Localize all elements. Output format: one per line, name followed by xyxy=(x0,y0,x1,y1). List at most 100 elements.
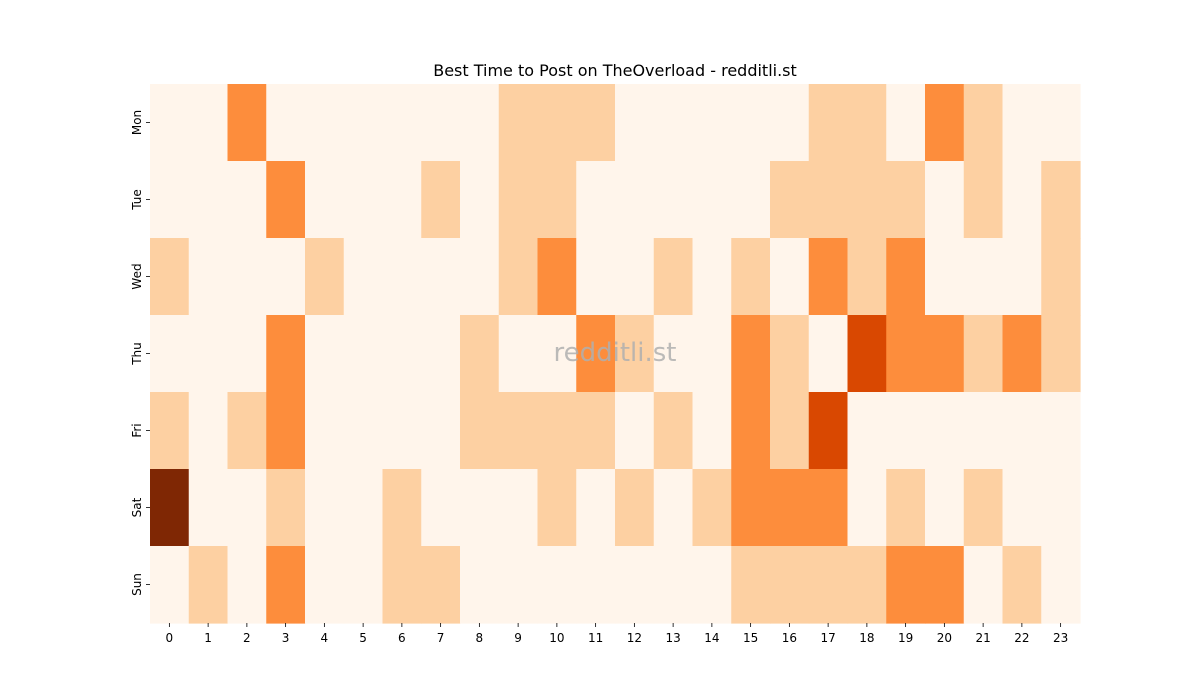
x-tick-label: 23 xyxy=(1053,631,1068,645)
heatmap-cell-wed-21 xyxy=(963,238,1004,316)
heatmap-cell-thu-3 xyxy=(266,315,306,393)
heatmap-cell-fri-19 xyxy=(886,392,926,470)
heatmap-cell-tue-7 xyxy=(421,161,461,239)
heatmap-cell-thu-21 xyxy=(963,315,1004,393)
x-tick-label: 1 xyxy=(204,631,212,645)
heatmap-cell-thu-1 xyxy=(188,315,229,393)
heatmap-cell-thu-6 xyxy=(382,315,422,393)
heatmap-cell-thu-9 xyxy=(498,315,539,393)
heatmap-cell-sat-11 xyxy=(576,469,616,547)
heatmap-cell-sat-18 xyxy=(847,469,887,547)
heatmap-cell-sun-16 xyxy=(770,546,810,624)
x-tick-label: 17 xyxy=(820,631,835,645)
heatmap-cell-wed-7 xyxy=(421,238,461,316)
heatmap-cell-wed-8 xyxy=(460,238,500,316)
heatmap-cell-fri-3 xyxy=(266,392,306,470)
heatmap-cell-fri-12 xyxy=(615,392,655,470)
heatmap-cell-mon-13 xyxy=(653,84,694,162)
heatmap-cell-sat-13 xyxy=(653,469,694,547)
heatmap-cell-sun-19 xyxy=(886,546,926,624)
y-axis-ticks: Mon Tue Wed Thu Fri Sat Sun xyxy=(130,110,150,596)
heatmap-cell-fri-8 xyxy=(460,392,500,470)
x-tick-label: 2 xyxy=(243,631,251,645)
heatmap-cell-sun-11 xyxy=(576,546,616,624)
heatmap-cell-sun-9 xyxy=(498,546,539,624)
heatmap-cell-sun-23 xyxy=(1041,546,1081,624)
heatmap-cell-tue-1 xyxy=(188,161,229,239)
x-tick-label: 3 xyxy=(282,631,290,645)
heatmap-cell-tue-10 xyxy=(537,161,577,239)
heatmap-cell-wed-15 xyxy=(731,238,771,316)
heatmap-cell-sat-2 xyxy=(227,469,267,547)
heatmap-cell-wed-10 xyxy=(537,238,577,316)
heatmap-cell-wed-0 xyxy=(150,238,190,316)
heatmap-cell-wed-19 xyxy=(886,238,926,316)
heatmap-cell-mon-18 xyxy=(847,84,887,162)
heatmap-cell-sun-6 xyxy=(382,546,422,624)
x-tick-label: 6 xyxy=(398,631,406,645)
heatmap-cell-thu-10 xyxy=(537,315,577,393)
heatmap-cell-mon-21 xyxy=(963,84,1004,162)
heatmap-cell-thu-17 xyxy=(808,315,849,393)
heatmap-cell-mon-5 xyxy=(343,84,384,162)
heatmap-cell-wed-4 xyxy=(305,238,345,316)
heatmap-cell-tue-13 xyxy=(653,161,694,239)
heatmap-cell-sun-3 xyxy=(266,546,306,624)
heatmap-cell-thu-0 xyxy=(150,315,190,393)
heatmap-cell-sat-16 xyxy=(770,469,810,547)
heatmap-cell-tue-16 xyxy=(770,161,810,239)
heatmap-cell-sun-15 xyxy=(731,546,771,624)
heatmap-cell-tue-9 xyxy=(498,161,539,239)
heatmap-cell-tue-6 xyxy=(382,161,422,239)
heatmap-cell-tue-8 xyxy=(460,161,500,239)
heatmap-cell-mon-22 xyxy=(1002,84,1042,162)
heatmap-cell-mon-4 xyxy=(305,84,345,162)
heatmap-cell-tue-0 xyxy=(150,161,190,239)
heatmap-cell-tue-2 xyxy=(227,161,267,239)
heatmap-cell-mon-6 xyxy=(382,84,422,162)
heatmap-cell-wed-12 xyxy=(615,238,655,316)
heatmap-cell-sat-15 xyxy=(731,469,771,547)
heatmap-cell-fri-18 xyxy=(847,392,887,470)
x-tick-label: 18 xyxy=(859,631,874,645)
heatmap-cell-thu-15 xyxy=(731,315,771,393)
heatmap-cell-sun-4 xyxy=(305,546,345,624)
heatmap-cell-wed-9 xyxy=(498,238,539,316)
heatmap-cell-tue-22 xyxy=(1002,161,1042,239)
heatmap-cell-thu-18 xyxy=(847,315,887,393)
heatmap-cell-mon-17 xyxy=(808,84,849,162)
heatmap-cell-mon-1 xyxy=(188,84,229,162)
heatmap-cell-thu-2 xyxy=(227,315,267,393)
heatmap-cell-sun-14 xyxy=(692,546,732,624)
heatmap-cell-sun-2 xyxy=(227,546,267,624)
x-tick-label: 22 xyxy=(1014,631,1029,645)
heatmap-cell-sat-14 xyxy=(692,469,732,547)
heatmap-cell-fri-6 xyxy=(382,392,422,470)
x-axis-ticks: 0 1 2 3 4 5 6 7 8 9 10 11 12 13 14 15 16 17 18 19 20 21 22 23 xyxy=(166,623,1068,645)
x-tick-label: 19 xyxy=(898,631,913,645)
heatmap-cell-mon-10 xyxy=(537,84,577,162)
chart-title: Best Time to Post on TheOverload - reddi… xyxy=(433,61,797,80)
heatmap-cell-sat-8 xyxy=(460,469,500,547)
heatmap-cell-mon-3 xyxy=(266,84,306,162)
x-tick-label: 20 xyxy=(937,631,952,645)
heatmap-cell-fri-22 xyxy=(1002,392,1042,470)
heatmap-cell-wed-22 xyxy=(1002,238,1042,316)
x-tick-label: 15 xyxy=(743,631,758,645)
x-tick-label: 12 xyxy=(627,631,642,645)
heatmap-cell-mon-23 xyxy=(1041,84,1081,162)
heatmap-cell-mon-20 xyxy=(925,84,965,162)
heatmap-cell-sun-5 xyxy=(343,546,384,624)
heatmap-cell-sat-19 xyxy=(886,469,926,547)
heatmap-cell-wed-3 xyxy=(266,238,306,316)
heatmap-cell-sat-12 xyxy=(615,469,655,547)
heatmap-cell-mon-15 xyxy=(731,84,771,162)
heatmap-cell-sat-3 xyxy=(266,469,306,547)
heatmap-cell-fri-5 xyxy=(343,392,384,470)
heatmap-cell-fri-14 xyxy=(692,392,732,470)
heatmap-cell-sun-18 xyxy=(847,546,887,624)
x-tick-label: 16 xyxy=(782,631,797,645)
heatmap-cell-wed-11 xyxy=(576,238,616,316)
x-tick-label: 14 xyxy=(704,631,719,645)
